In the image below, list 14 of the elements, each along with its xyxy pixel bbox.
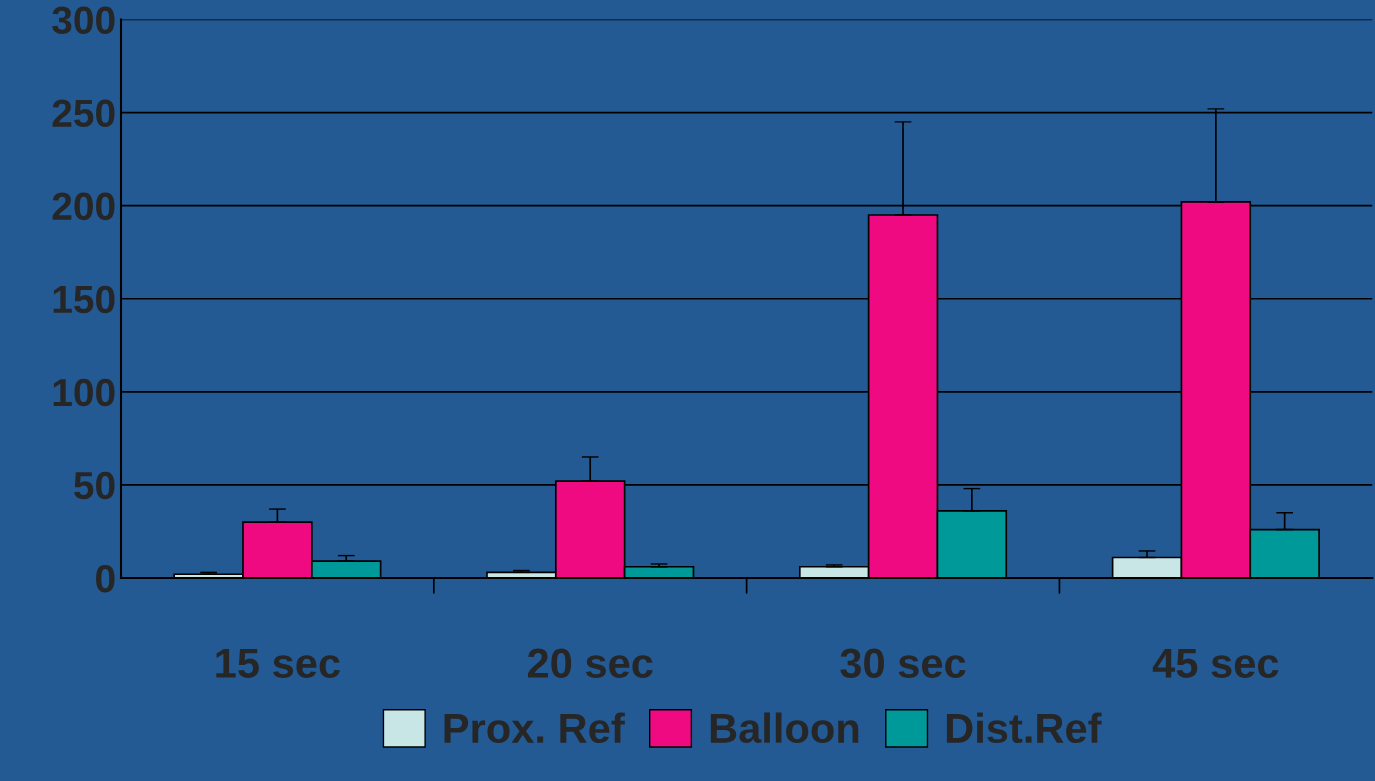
legend-label: Prox. Ref (444, 712, 625, 744)
y-tick-label: 300 (52, 6, 115, 35)
x-tick-label: 45 sec (1152, 648, 1279, 678)
y-tick-label: 50 (74, 471, 115, 500)
y-tick-label: 150 (53, 285, 115, 314)
x-tick-label: 20 sec (527, 648, 653, 678)
legend-label: Dist.Ref (946, 712, 1102, 744)
legend-label: Balloon (710, 712, 859, 744)
x-tick-label: 15 sec (216, 648, 340, 678)
y-tick-label: 0 (96, 564, 115, 593)
y-tick-label: 250 (52, 99, 115, 128)
y-tick-label: 200 (52, 192, 115, 221)
x-tick-label: 30 sec (840, 648, 966, 679)
y-tick-label: 100 (53, 378, 115, 407)
